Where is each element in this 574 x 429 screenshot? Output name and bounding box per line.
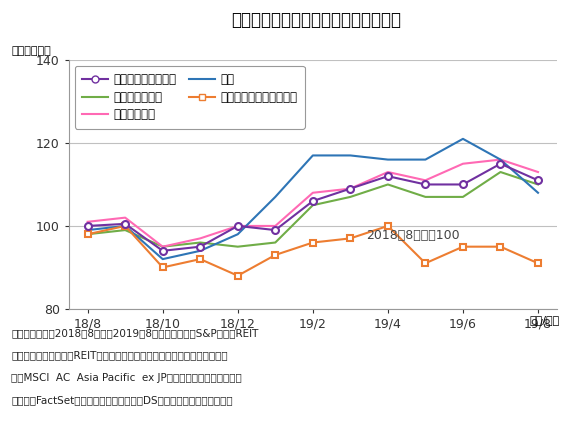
Text: 《アジア・オセアニアリートと株式》: 《アジア・オセアニアリートと株式》 — [231, 11, 401, 29]
Text: 指数の各国・地域REIT指数（配当込み）、アジア・オセアニア株式は: 指数の各国・地域REIT指数（配当込み）、アジア・オセアニア株式は — [11, 350, 228, 360]
Text: （出所）FactSetのデータを基に三井住友DSアセットマネジメント作成: （出所）FactSetのデータを基に三井住友DSアセットマネジメント作成 — [11, 395, 233, 405]
Text: （ポイント）: （ポイント） — [11, 46, 51, 56]
Text: MSCI  AC  Asia Pacific  ex JP（配当込み）。円ベース。: MSCI AC Asia Pacific ex JP（配当込み）。円ベース。 — [11, 373, 242, 383]
Text: （年/月）: （年/月） — [529, 315, 560, 325]
Text: 2018年8月末＝100: 2018年8月末＝100 — [366, 229, 460, 242]
Text: （注）データは2018年8月末～2019年8月末。リートはS&P先進国REIT: （注）データは2018年8月末～2019年8月末。リートはS&P先進国REIT — [11, 328, 259, 338]
Legend: アジア・オセアニア, オーストラリア, シンガポール, 香港, アジア・オセアニア株式: アジア・オセアニア, オーストラリア, シンガポール, 香港, アジア・オセアニ… — [75, 66, 304, 129]
